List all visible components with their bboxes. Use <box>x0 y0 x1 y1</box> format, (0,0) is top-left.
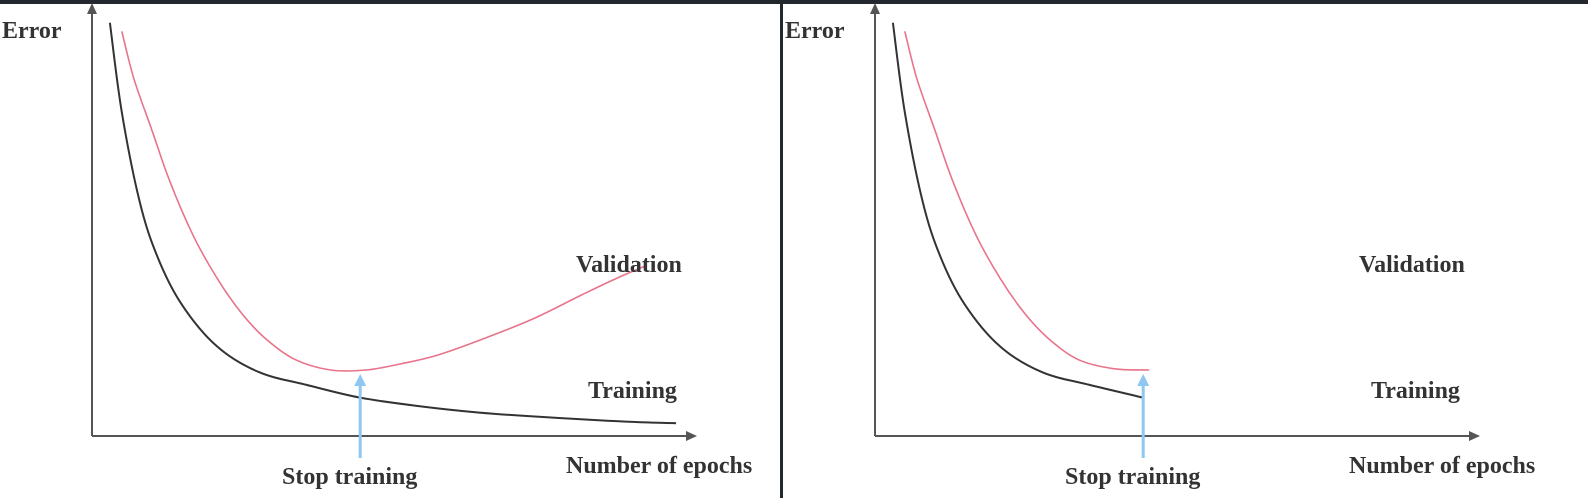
panel-background <box>0 4 780 498</box>
chart-panel-left: Error Number of epochs Validation Traini… <box>0 3 780 498</box>
panel-background <box>783 4 1588 498</box>
x-axis-label: Number of epochs <box>1349 453 1535 479</box>
y-axis-label: Error <box>2 18 62 44</box>
x-axis-arrow-icon <box>686 431 697 441</box>
training-curve <box>108 22 677 425</box>
training-series-label: Training <box>1371 378 1460 404</box>
chart-panel-right: Error Number of epochs Validation Traini… <box>783 3 1588 498</box>
x-axis-label: Number of epochs <box>566 453 752 479</box>
validation-series-label: Validation <box>1359 252 1465 278</box>
stop-training-label: Stop training <box>282 464 417 490</box>
stop-training-label: Stop training <box>1065 464 1200 490</box>
stop-marker-arrow-icon <box>354 374 367 386</box>
y-axis-label: Error <box>785 18 845 44</box>
validation-series-label: Validation <box>576 252 682 278</box>
plot-area <box>108 22 677 458</box>
y-axis-arrow-icon <box>87 3 97 14</box>
validation-curve <box>904 31 1150 371</box>
x-axis-arrow-icon <box>1469 431 1480 441</box>
validation-curve <box>121 31 647 372</box>
training-series-label: Training <box>588 378 677 404</box>
stop-marker-arrow-icon <box>1137 374 1150 386</box>
plot-area <box>891 22 1150 458</box>
y-axis-arrow-icon <box>870 3 880 14</box>
training-curve <box>891 22 1144 399</box>
